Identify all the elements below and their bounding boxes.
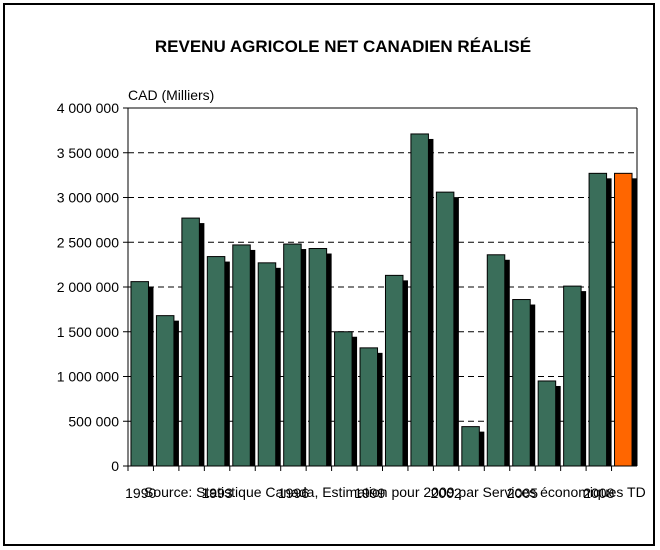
y-tick-label: 3 000 000: [57, 190, 119, 206]
y-tick-label: 1 500 000: [57, 324, 119, 340]
bar-1996: [283, 243, 302, 467]
x-tick-label: 2002: [431, 485, 462, 501]
x-tick-label: 1996: [278, 485, 309, 501]
bar-1995: [257, 262, 277, 467]
bar-1994: [232, 244, 251, 467]
y-tick-label: 2 500 000: [57, 234, 119, 250]
x-tick-label: 1993: [201, 485, 232, 501]
y-tick-label: 4 000 000: [57, 100, 119, 116]
bar-2008: [588, 172, 608, 467]
x-tick-label: 1999: [354, 485, 385, 501]
bar-1997: [308, 248, 328, 467]
bar-2002: [435, 191, 455, 467]
bar-2009: [614, 172, 633, 467]
bar-2007: [563, 285, 582, 467]
y-tick-label: 0: [111, 458, 119, 474]
bar-1993: [206, 256, 226, 467]
x-tick-label: 2008: [583, 485, 614, 501]
chart-title: REVENU AGRICOLE NET CANADIEN RÉALISÉ: [155, 37, 531, 56]
x-tick-label: 1990: [125, 485, 156, 501]
x-tick-labels: 1990 1993 1996 1999 2002 2005 2008: [125, 485, 614, 501]
x-tick-label: 2005: [507, 485, 538, 501]
bar-2005: [512, 299, 531, 467]
bar-1999: [359, 347, 379, 467]
bar-1992: [181, 217, 200, 467]
bar-2001: [410, 133, 429, 467]
y-tick-labels: 0 500 000 1 000 000 1 500 000 2 000 000 2 500…: [57, 100, 120, 474]
y-tick-label: 1 000 000: [57, 369, 119, 385]
y-tick-label: 500 000: [68, 413, 119, 429]
y-tick-label: 2 000 000: [57, 279, 119, 295]
bar-2000: [384, 274, 404, 467]
bar-1991: [155, 315, 175, 467]
bar-2004: [486, 254, 506, 467]
bar-2003: [461, 426, 480, 467]
y-tick-label: 3 500 000: [57, 145, 119, 161]
bar-2006: [537, 380, 557, 467]
y-axis-label: CAD (Milliers): [128, 87, 214, 103]
source-note: Source: Statistique Canada, Estimation p…: [144, 484, 646, 500]
bar-1998: [334, 331, 353, 467]
bars: [130, 133, 638, 467]
bar-1990: [130, 281, 149, 467]
axes: [123, 107, 638, 471]
